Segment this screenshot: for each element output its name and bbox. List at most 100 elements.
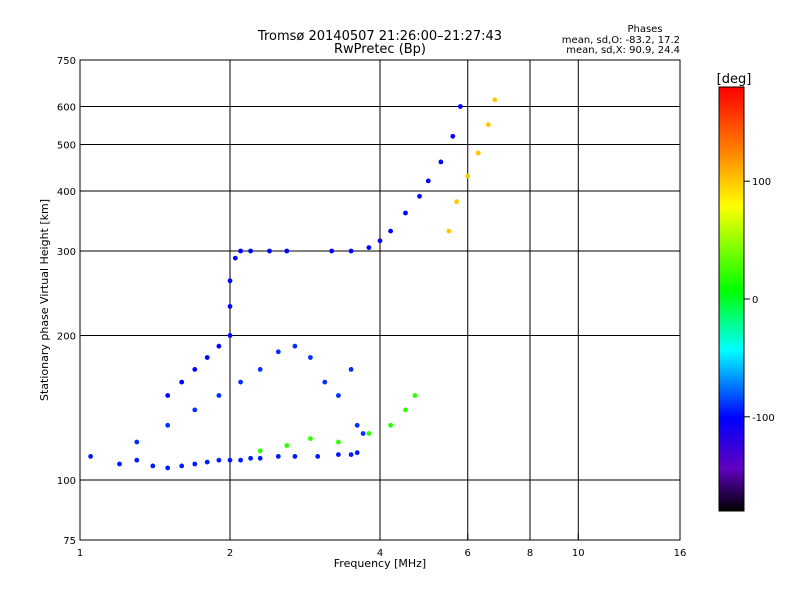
data-point (227, 304, 233, 309)
data-point (322, 379, 328, 385)
data-point (388, 228, 393, 234)
data-point (377, 238, 383, 244)
data-point (192, 367, 198, 372)
x-tick-label: 8 (527, 548, 533, 559)
data-point (165, 465, 171, 471)
data-point (179, 463, 185, 469)
phases-o-stats: mean, sd,O: -83.2, 17.2 (562, 35, 680, 46)
data-point (216, 457, 222, 463)
data-point (216, 343, 222, 349)
y-tick-label: 500 (57, 141, 76, 152)
colorbar: [deg] 100 0 -100 (717, 72, 775, 512)
data-point (134, 457, 140, 463)
data-point (257, 448, 263, 454)
data-point (348, 367, 354, 372)
data-point (366, 245, 372, 251)
data-point (348, 248, 354, 254)
data-point (275, 349, 281, 355)
data-point (257, 455, 263, 461)
phases-x-stats: mean, sd,X: 90.9, 24.4 (566, 45, 680, 56)
data-point (366, 431, 372, 436)
y-tick-label: 400 (57, 187, 76, 198)
data-point (238, 248, 244, 254)
data-point (150, 463, 156, 469)
data-point (336, 393, 341, 398)
y-tick-label: 300 (57, 247, 76, 258)
y-tick-label: 75 (63, 536, 76, 547)
data-point (315, 454, 321, 459)
data-point (454, 199, 459, 205)
data-point (388, 422, 393, 428)
data-point (486, 122, 491, 128)
data-point (248, 248, 254, 254)
data-point (284, 248, 290, 254)
data-point (475, 150, 481, 156)
data-point (446, 228, 452, 234)
y-tick-label: 750 (57, 56, 76, 67)
data-point (227, 457, 233, 463)
data-point (360, 431, 366, 436)
x-tick-label: 16 (674, 548, 687, 559)
data-point (292, 343, 298, 349)
phases-title: Phases (627, 24, 662, 35)
colorbar-tick-label: 0 (752, 295, 758, 306)
x-tick-label: 6 (465, 548, 471, 559)
x-tick-label: 4 (377, 548, 383, 559)
data-point (417, 193, 422, 199)
data-point (192, 461, 198, 467)
data-point (354, 450, 360, 456)
data-point (403, 210, 408, 216)
y-axis-ticks: 75 100 200 300 400 500 600 750 (57, 56, 86, 547)
y-tick-label: 200 (57, 332, 76, 343)
data-point (425, 178, 431, 184)
y-tick-label: 100 (57, 476, 76, 487)
data-point (257, 367, 263, 372)
data-point (329, 248, 335, 254)
data-point (458, 104, 463, 109)
data-point (465, 173, 471, 179)
data-point (412, 393, 418, 398)
data-point (308, 436, 313, 441)
data-point (284, 443, 290, 448)
data-point (354, 422, 360, 428)
data-point (227, 333, 233, 338)
data-point (336, 452, 341, 457)
colorbar-gradient (718, 86, 745, 512)
data-point (348, 452, 354, 457)
grid (80, 60, 680, 540)
data-point (117, 461, 122, 467)
data-point (165, 422, 171, 428)
data-point (165, 393, 171, 398)
data-point (192, 407, 198, 413)
colorbar-tick-label: -100 (752, 413, 775, 424)
data-point (238, 379, 244, 385)
plot-area: 1 2 4 6 8 10 16 75 100 200 300 400 500 600 750 (57, 56, 686, 559)
x-tick-label: 2 (227, 548, 233, 559)
data-point (308, 355, 313, 360)
x-axis-ticks: 1 2 4 6 8 10 16 (77, 534, 687, 559)
y-axis-label: Stationary phase Virtual Height [km] (38, 199, 51, 401)
x-tick-label: 1 (77, 548, 83, 559)
data-point (232, 255, 238, 261)
data-point (238, 457, 244, 463)
data-point (336, 439, 341, 445)
data-point (267, 248, 272, 254)
data-point (450, 133, 456, 139)
chart-subtitle: RwPretec (Bp) (334, 42, 426, 57)
x-axis-label: Frequency [MHz] (334, 557, 426, 570)
x-tick-label: 10 (572, 548, 585, 559)
data-point (403, 407, 408, 413)
data-point (292, 454, 298, 459)
colorbar-ticks: 100 0 -100 (744, 177, 775, 424)
data-point (204, 355, 210, 360)
data-point (134, 439, 140, 445)
data-point (275, 454, 281, 459)
data-points (88, 97, 498, 471)
data-point (248, 455, 254, 461)
data-point (227, 278, 233, 284)
data-point (204, 459, 210, 465)
data-point (492, 97, 498, 103)
data-point (438, 159, 444, 165)
y-tick-label: 600 (57, 103, 76, 114)
